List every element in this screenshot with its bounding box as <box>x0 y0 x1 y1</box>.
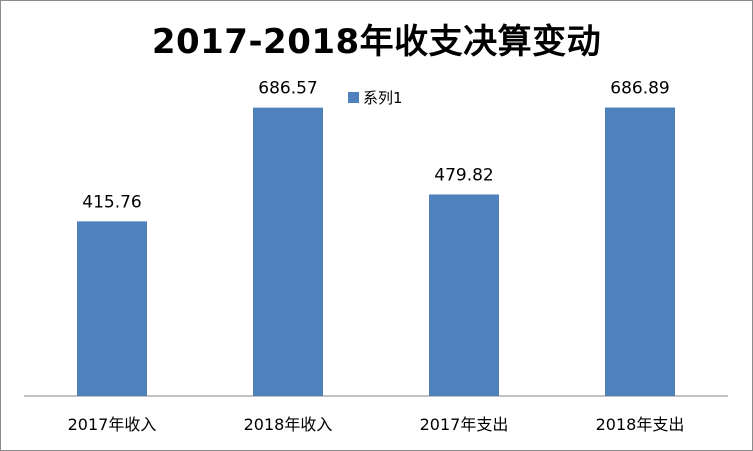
data-label-3: 479.82 <box>434 165 493 185</box>
chart-title: 2017-2018年收支决算变动 <box>151 22 602 62</box>
legend-label: 系列1 <box>363 88 403 107</box>
bar-2 <box>253 107 323 397</box>
bar-3 <box>429 194 499 396</box>
legend: 系列1 <box>348 88 403 107</box>
category-label-1: 2017年收入 <box>68 415 157 434</box>
data-label-1: 415.76 <box>82 192 141 212</box>
bar-1 <box>77 221 147 396</box>
data-label-2: 686.57 <box>258 79 317 99</box>
data-label-4: 686.89 <box>610 79 669 99</box>
legend-swatch <box>348 91 359 103</box>
category-label-3: 2017年支出 <box>420 415 509 434</box>
bar-4 <box>605 107 675 397</box>
category-label-2: 2018年收入 <box>244 415 333 434</box>
category-label-4: 2018年支出 <box>596 415 685 434</box>
